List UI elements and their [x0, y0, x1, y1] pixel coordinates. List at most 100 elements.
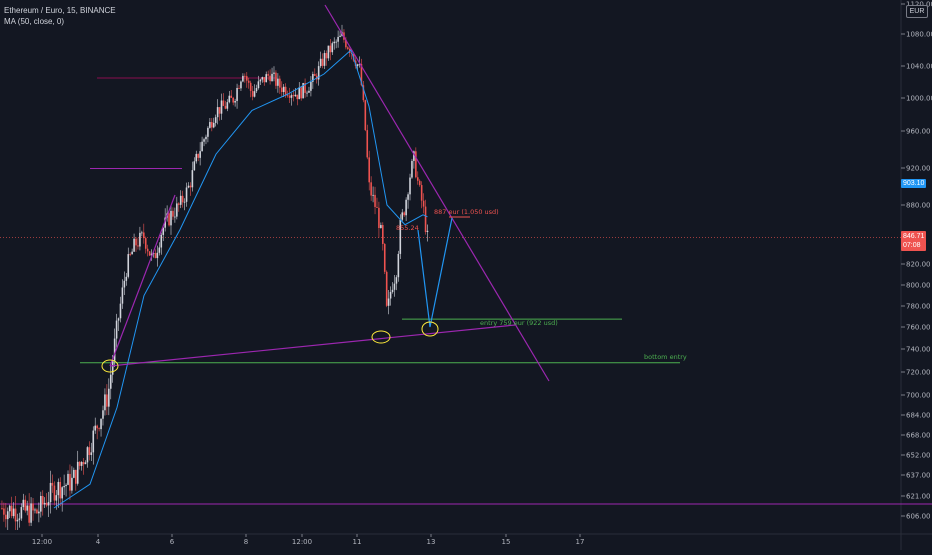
candle-body — [117, 318, 120, 321]
candle-body — [189, 185, 192, 188]
bottom-entry-label: bottom entry — [644, 353, 687, 361]
candle-body — [302, 83, 304, 99]
time-tick-label: 15 — [502, 538, 511, 546]
candle-body — [115, 320, 118, 339]
candle-body — [294, 94, 297, 97]
candle-body — [337, 36, 339, 42]
ascending-support-line — [109, 324, 516, 367]
candle-body — [372, 194, 374, 196]
candle-body — [131, 251, 133, 255]
candle-body — [49, 482, 52, 503]
candle-body — [245, 76, 248, 81]
currency-badge[interactable]: EUR — [906, 5, 928, 18]
candle-body — [201, 141, 203, 152]
candle-body — [109, 374, 112, 389]
candle-body — [327, 45, 330, 59]
candle-body — [170, 210, 172, 226]
candle-body — [308, 90, 310, 93]
candle-body — [321, 58, 324, 66]
candle-body — [3, 508, 5, 515]
candle-body — [41, 495, 44, 505]
candle-body — [376, 206, 378, 208]
candle-body — [150, 253, 153, 256]
candle-body — [78, 461, 81, 466]
price-tick-label: 960.00 — [906, 128, 931, 136]
time-tick-label: 11 — [353, 538, 362, 546]
candle-body — [65, 484, 67, 487]
candle-body — [137, 245, 139, 247]
candle-body — [160, 234, 163, 248]
candle-body — [230, 95, 233, 98]
price-tick-label: 1040.00 — [906, 63, 932, 71]
candle-body — [61, 487, 63, 499]
candle-body — [382, 225, 384, 244]
candle-body — [385, 271, 388, 306]
candle-body — [401, 212, 404, 220]
ma-50-line — [53, 49, 428, 509]
candle-body — [98, 428, 100, 430]
candle-body — [218, 107, 221, 114]
candle-body — [76, 461, 79, 484]
candle-body — [368, 157, 371, 183]
descending-trendline — [324, 4, 550, 382]
candle-body — [127, 254, 130, 277]
candle-body — [12, 508, 15, 517]
candle-body — [269, 75, 271, 82]
candle-body — [197, 153, 200, 158]
candle-body — [102, 410, 104, 419]
candle-body — [416, 177, 419, 181]
candle-body — [207, 127, 209, 137]
candle-body — [181, 195, 184, 203]
time-tick-label: 13 — [427, 538, 436, 546]
price-tick-label: 652.00 — [906, 452, 931, 460]
price-tick-label: 606.00 — [906, 513, 931, 521]
candle-body — [191, 170, 194, 188]
candle-body — [10, 505, 13, 517]
candle-body — [356, 64, 359, 67]
candle-body — [40, 495, 42, 512]
symbol-legend[interactable]: Ethereum / Euro, 15, BINANCE — [4, 6, 116, 15]
candle-body — [187, 185, 190, 188]
entry-label: entry 759 eur (922 usd) — [480, 319, 558, 327]
candle-body — [323, 53, 326, 66]
candle-body — [63, 486, 65, 488]
candle-body — [133, 238, 135, 252]
low-marker-circle — [101, 359, 119, 373]
candle-body — [211, 122, 213, 128]
mid-price-label: 855.24 — [396, 224, 419, 232]
candle-body — [389, 291, 392, 299]
candle-body — [214, 117, 217, 123]
candle-body — [38, 511, 40, 514]
candle-body — [146, 248, 149, 252]
candle-body — [265, 74, 268, 83]
price-tick-label: 760.00 — [906, 324, 931, 332]
candle-body — [135, 238, 137, 246]
candle-body — [174, 216, 176, 218]
candle-body — [84, 462, 87, 465]
candle-body — [106, 394, 108, 407]
price-tick-label: 621.00 — [906, 493, 931, 501]
candle-body — [312, 74, 314, 82]
ma-legend[interactable]: MA (50, close, 0) — [4, 17, 65, 26]
candle-body — [306, 92, 308, 94]
time-tick-label: 8 — [244, 538, 248, 546]
candle-body — [395, 277, 398, 284]
candle-body — [203, 139, 205, 142]
candle-body — [156, 252, 159, 259]
candle-body — [22, 499, 25, 508]
candle-body — [74, 469, 77, 484]
projected-path — [417, 217, 453, 328]
candle-body — [47, 502, 50, 506]
candle-body — [397, 253, 400, 278]
candle-body — [119, 303, 122, 319]
candle-body — [339, 35, 341, 37]
candle-body — [104, 394, 106, 411]
candle-body — [413, 151, 415, 161]
price-tick-label: 880.00 — [906, 202, 931, 210]
candle-body — [121, 287, 124, 304]
candle-body — [259, 79, 262, 82]
candle-body — [358, 63, 361, 65]
target-label: 887 eur (1.050 usd) — [434, 208, 499, 216]
